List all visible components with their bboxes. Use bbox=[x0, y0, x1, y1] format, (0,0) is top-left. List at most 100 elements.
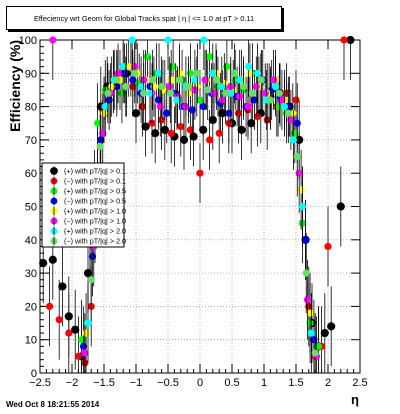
data-point bbox=[327, 322, 336, 331]
data-point bbox=[166, 89, 175, 97]
data-point bbox=[201, 76, 209, 84]
data-point bbox=[94, 119, 102, 127]
data-point bbox=[302, 236, 310, 244]
data-point bbox=[204, 86, 212, 94]
data-point bbox=[39, 259, 48, 268]
data-point bbox=[155, 69, 163, 77]
data-point bbox=[146, 89, 154, 97]
data-point bbox=[254, 69, 262, 77]
data-point bbox=[222, 89, 230, 97]
data-point bbox=[250, 96, 258, 104]
data-point bbox=[88, 252, 97, 261]
data-point bbox=[149, 76, 157, 84]
data-point bbox=[122, 83, 130, 91]
y-tick-label: 100 bbox=[19, 35, 37, 47]
data-point bbox=[129, 76, 137, 84]
data-point bbox=[244, 103, 252, 111]
data-point bbox=[81, 349, 89, 357]
y-axis-label: Efficiency (%) bbox=[7, 40, 23, 132]
data-point bbox=[188, 106, 196, 114]
data-point bbox=[78, 336, 86, 344]
data-point bbox=[324, 242, 332, 251]
data-point bbox=[131, 109, 141, 118]
data-point bbox=[307, 329, 315, 337]
data-point bbox=[293, 152, 301, 161]
data-point bbox=[234, 109, 242, 117]
x-tick-label: 1.5 bbox=[288, 377, 303, 389]
y-tick-label: 80 bbox=[25, 102, 37, 114]
data-point bbox=[87, 276, 95, 284]
data-point bbox=[154, 96, 162, 104]
data-point bbox=[158, 83, 166, 91]
y-tick-label: 60 bbox=[25, 168, 37, 180]
data-point bbox=[131, 69, 139, 77]
legend-entry-label: (−) with pT/|q| > 0.1 bbox=[64, 177, 126, 186]
data-point bbox=[289, 136, 298, 144]
data-point bbox=[83, 269, 93, 278]
data-point bbox=[208, 115, 217, 125]
data-point bbox=[156, 103, 164, 111]
data-point bbox=[138, 103, 146, 111]
data-point bbox=[213, 76, 221, 84]
data-point bbox=[297, 186, 305, 194]
data-point bbox=[79, 342, 88, 350]
data-point bbox=[245, 63, 253, 71]
data-point bbox=[165, 83, 173, 91]
legend-entry-label: (−) with pT/|q| > 0.5 bbox=[64, 197, 126, 206]
data-point bbox=[55, 316, 63, 324]
data-point bbox=[100, 109, 108, 117]
data-point bbox=[196, 96, 204, 104]
data-point bbox=[82, 329, 90, 337]
data-point bbox=[303, 296, 312, 304]
data-point bbox=[186, 69, 194, 77]
data-point bbox=[120, 69, 129, 77]
data-point bbox=[105, 96, 113, 104]
data-point bbox=[160, 125, 169, 135]
data-point bbox=[225, 109, 233, 117]
data-point bbox=[310, 336, 318, 344]
data-point bbox=[215, 129, 223, 137]
data-point bbox=[206, 136, 214, 144]
chart-title-box: Effeciency wrt Geom for Global Tracks sp… bbox=[6, 6, 282, 30]
data-point bbox=[173, 96, 181, 104]
data-point bbox=[113, 76, 121, 84]
x-tick-label: 1 bbox=[261, 377, 267, 389]
data-point bbox=[199, 103, 207, 111]
x-tick-label: −1 bbox=[130, 377, 143, 389]
data-point bbox=[314, 342, 322, 350]
data-point bbox=[270, 76, 278, 84]
legend-entry-label: (−) with pT/|q| > 1.0 bbox=[64, 217, 126, 226]
data-point bbox=[284, 109, 292, 117]
x-tick-label: 0 bbox=[197, 377, 203, 389]
data-point bbox=[218, 96, 226, 104]
data-point bbox=[167, 129, 175, 137]
data-point bbox=[306, 309, 314, 317]
data-point bbox=[114, 69, 122, 77]
data-point bbox=[74, 352, 82, 360]
legend-entry-label: (+) with pT/|q| > 0.1 bbox=[64, 167, 126, 176]
data-point bbox=[336, 202, 345, 211]
data-point bbox=[186, 126, 194, 134]
x-tick-label: −2 bbox=[66, 377, 79, 389]
data-point bbox=[99, 129, 107, 137]
data-point bbox=[209, 69, 217, 77]
data-point bbox=[49, 36, 57, 44]
data-point bbox=[84, 319, 92, 327]
data-point bbox=[151, 129, 160, 138]
data-point bbox=[128, 36, 136, 44]
data-point bbox=[150, 83, 158, 91]
data-point bbox=[141, 122, 150, 131]
y-tick-label: 10 bbox=[25, 335, 37, 347]
data-point bbox=[248, 89, 257, 97]
timestamp: Wed Oct 8 18:21:55 2014 bbox=[6, 400, 100, 409]
x-axis-label: η bbox=[351, 392, 359, 407]
data-point bbox=[237, 125, 246, 135]
y-tick-label: 90 bbox=[25, 68, 37, 80]
data-point bbox=[101, 103, 109, 111]
data-point bbox=[346, 35, 355, 45]
data-point bbox=[247, 119, 256, 128]
data-point bbox=[163, 109, 171, 117]
y-tick-label: 40 bbox=[25, 235, 37, 247]
data-point bbox=[230, 69, 239, 77]
